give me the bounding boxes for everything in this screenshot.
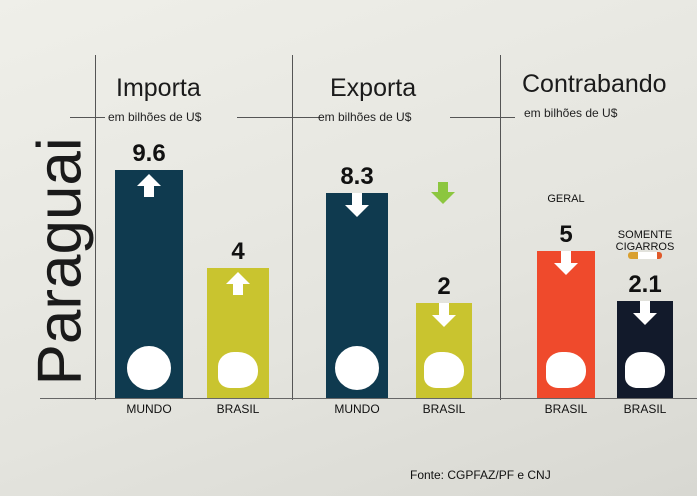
arrow-up-icon (226, 272, 250, 284)
arrow-shaft (561, 250, 571, 263)
category-label: MUNDO (334, 402, 380, 416)
globe-icon (125, 344, 173, 392)
brazil-map-icon (218, 352, 258, 388)
category-label: MUNDO (126, 402, 172, 416)
divider (237, 117, 322, 118)
arrow-up-icon (137, 174, 161, 186)
arrow-shaft (144, 185, 154, 197)
arrow-shaft (439, 303, 449, 315)
value-label: 8.3 (340, 162, 374, 190)
divider (95, 55, 96, 400)
value-label: 2 (437, 273, 451, 300)
panel-title-contrabando: Contrabando (522, 70, 667, 98)
bar (416, 303, 472, 398)
panel-subtitle: em bilhões de U$ (524, 106, 618, 120)
brazil-map-icon (424, 352, 464, 388)
value-label: 9.6 (132, 140, 166, 167)
arrow-shaft (352, 192, 362, 205)
arrow-down-icon (345, 204, 369, 217)
category-label: BRASIL (544, 402, 588, 416)
divider (500, 55, 501, 400)
value-label: 4 (231, 238, 245, 265)
panel-title-exporta: Exporta (330, 74, 417, 102)
arrow-shaft (640, 301, 650, 314)
divider (70, 117, 105, 118)
bar (207, 268, 269, 398)
cigarette-icon (628, 252, 662, 259)
arrow-shaft (233, 283, 243, 295)
value-label: 2.1 (628, 271, 662, 299)
divider (450, 117, 515, 118)
category-label: BRASIL (422, 402, 466, 416)
green-arrow-down-icon (431, 192, 455, 204)
panel-title-importa: Importa (116, 74, 201, 102)
panel-subtitle: em bilhões de U$ (318, 110, 412, 124)
arrow-down-icon (432, 315, 456, 327)
brazil-skull-icon (625, 352, 665, 388)
category-label: BRASIL (623, 402, 667, 416)
bar (115, 170, 183, 398)
bar (537, 250, 595, 398)
source-note: Fonte: CGPFAZ/PF e CNJ (410, 468, 551, 482)
bar-note: SOMENTE CIGARROS (615, 229, 675, 254)
bar (617, 301, 673, 398)
baseline (40, 398, 697, 399)
value-label: 5 (559, 220, 573, 248)
green-arrow-down-icon (438, 182, 448, 192)
side-title: Paraguai (25, 137, 95, 386)
divider (292, 55, 293, 400)
brazil-skull-icon (546, 352, 586, 388)
globe-icon (333, 344, 381, 392)
arrow-down-icon (554, 262, 578, 275)
bar-note: GERAL (547, 192, 585, 205)
bar (326, 192, 388, 398)
category-label: BRASIL (216, 402, 260, 416)
panel-subtitle: em bilhões de U$ (108, 110, 202, 124)
arrow-down-icon (633, 313, 657, 326)
